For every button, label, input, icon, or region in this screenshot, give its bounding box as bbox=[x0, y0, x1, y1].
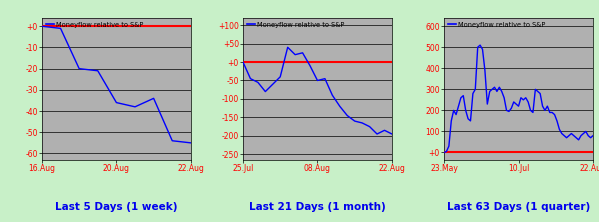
Legend: Moneyflow relative to S&P: Moneyflow relative to S&P bbox=[447, 21, 546, 28]
Legend: Moneyflow relative to S&P: Moneyflow relative to S&P bbox=[46, 21, 144, 28]
Legend: Moneyflow relative to S&P: Moneyflow relative to S&P bbox=[246, 21, 345, 28]
Text: Last 21 Days (1 month): Last 21 Days (1 month) bbox=[249, 202, 386, 212]
Text: Last 5 Days (1 week): Last 5 Days (1 week) bbox=[55, 202, 178, 212]
Text: Last 63 Days (1 quarter): Last 63 Days (1 quarter) bbox=[447, 202, 590, 212]
